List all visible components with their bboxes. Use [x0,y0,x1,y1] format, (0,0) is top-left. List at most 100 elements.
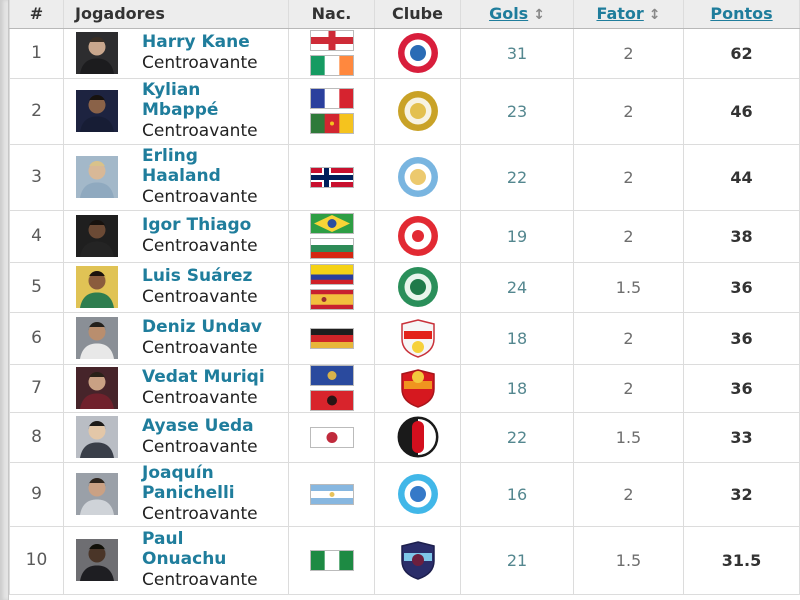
player-cell: Deniz Undav Centroavante [63,312,289,365]
player-name-link[interactable]: Mbappé [142,100,219,121]
flag-icon-albania [309,390,354,411]
col-header-factor[interactable]: Fator ↕ [573,0,684,29]
flag-icon-bulgaria [309,238,354,259]
flag-icon-argentina [309,483,354,505]
goals-cell: 23 [460,78,574,145]
goals-cell: 21 [460,526,574,595]
sort-arrows-icon[interactable]: ↕ [533,7,545,24]
rank-cell: 3 [9,144,64,211]
club-badge-icon-trabzonspor[interactable] [397,541,439,580]
club-badge-icon-manchester-city[interactable] [397,157,439,197]
points-cell: 44 [683,144,800,211]
player-photo[interactable] [76,215,118,257]
points-cell: 62 [683,28,800,79]
player-row-1: 1 Harry Kane Centroavante 31 2 62 [9,28,800,79]
rank-cell: 1 [9,28,64,79]
col-header-points[interactable]: Pontos [683,0,800,29]
nationality-cell [288,462,375,527]
nationality-cell [288,144,375,211]
club-badge-icon-strasbourg[interactable] [397,474,439,514]
player-position: Centroavante [142,337,258,358]
player-name-link[interactable]: Kylian [142,79,201,100]
points-cell: 36 [683,312,800,365]
nationality-cell [288,28,375,79]
club-cell [374,462,461,527]
factor-cell: 2 [573,78,684,145]
col-header-club: Clube [374,0,461,29]
player-position: Centroavante [142,569,258,590]
factor-cell: 2 [573,312,684,365]
player-photo[interactable] [76,367,118,409]
nationality-cell [288,312,375,365]
rank-cell: 7 [9,364,64,413]
sort-arrows-icon[interactable]: ↕ [648,7,661,24]
rank-cell: 2 [9,78,64,145]
club-badge-icon-brentford[interactable] [397,216,439,256]
table-header-row: # Jogadores Nac. Clube Gols ↕ Fator ↕ Pont… [9,0,800,29]
club-badge-icon-vfb-stuttgart[interactable] [397,319,439,358]
club-cell [374,364,461,413]
player-name-link[interactable]: Paul [142,528,184,549]
rank-cell: 10 [9,526,64,595]
player-name-link[interactable]: Joaquín [142,462,214,483]
player-photo[interactable] [76,90,118,132]
points-sort-link[interactable]: Pontos [710,4,773,24]
player-photo[interactable] [76,156,118,198]
player-name-link[interactable]: Haaland [142,166,221,187]
club-badge-icon-real-madrid[interactable] [397,91,439,131]
player-cell: Luis Suárez Centroavante [63,262,289,313]
nationality-cell [288,78,375,145]
player-photo[interactable] [76,32,118,74]
club-badge-icon-sporting[interactable] [397,267,439,307]
flag-icon-kosovo [309,365,354,386]
flag-icon-france [309,88,354,109]
player-row-5: 5 Luis Suárez Centroavante 24 1.5 36 [9,262,800,313]
player-cell: Paul Onuachu Centroavante [63,526,289,595]
player-row-2: 2 Kylian Mbappé Centroavante 23 2 46 [9,78,800,145]
player-name-link[interactable]: Panichelli [142,483,235,504]
player-position: Centroavante [142,503,258,524]
player-name-link[interactable]: Onuachu [142,549,227,570]
goals-cell: 31 [460,28,574,79]
player-position: Centroavante [142,436,258,457]
club-badge-icon-mallorca[interactable] [397,369,439,408]
player-name-link[interactable]: Deniz Undav [142,317,263,338]
player-name-link[interactable]: Luis Suárez [142,266,253,287]
club-badge-icon-feyenoord[interactable] [397,416,439,458]
club-cell [374,262,461,313]
points-cell: 33 [683,412,800,463]
player-photo[interactable] [76,416,118,458]
player-name-link[interactable]: Ayase Ueda [142,416,254,437]
player-cell: Ayase Ueda Centroavante [63,412,289,463]
factor-cell: 1.5 [573,526,684,595]
player-position: Centroavante [142,52,258,73]
factor-cell: 2 [573,144,684,211]
goals-cell: 18 [460,364,574,413]
club-cell [374,526,461,595]
player-row-10: 10 Paul Onuachu Centroavante 21 1.5 31.5 [9,526,800,595]
player-photo[interactable] [76,539,118,581]
player-cell: Harry Kane Centroavante [63,28,289,79]
player-photo[interactable] [76,473,118,515]
club-badge-icon-bayern-munchen[interactable] [397,33,439,73]
player-photo[interactable] [76,317,118,359]
flag-icon-japan [309,426,354,448]
goals-sort-link[interactable]: Gols [489,4,529,24]
points-cell: 38 [683,210,800,263]
factor-sort-link[interactable]: Fator [596,4,644,24]
rank-cell: 6 [9,312,64,365]
player-name-link[interactable]: Harry Kane [142,32,250,53]
col-header-rank: # [9,0,64,29]
player-cell: Joaquín Panichelli Centroavante [63,462,289,527]
player-name-link[interactable]: Vedat Muriqi [142,367,265,388]
factor-cell: 2 [573,28,684,79]
goals-cell: 18 [460,312,574,365]
player-name-link[interactable]: Erling [142,145,198,166]
col-header-goals[interactable]: Gols ↕ [460,0,574,29]
nationality-cell [288,262,375,313]
player-photo[interactable] [76,266,118,308]
player-cell: Kylian Mbappé Centroavante [63,78,289,145]
player-name-link[interactable]: Igor Thiago [142,215,252,236]
player-row-4: 4 Igor Thiago Centroavante 19 2 38 [9,210,800,263]
